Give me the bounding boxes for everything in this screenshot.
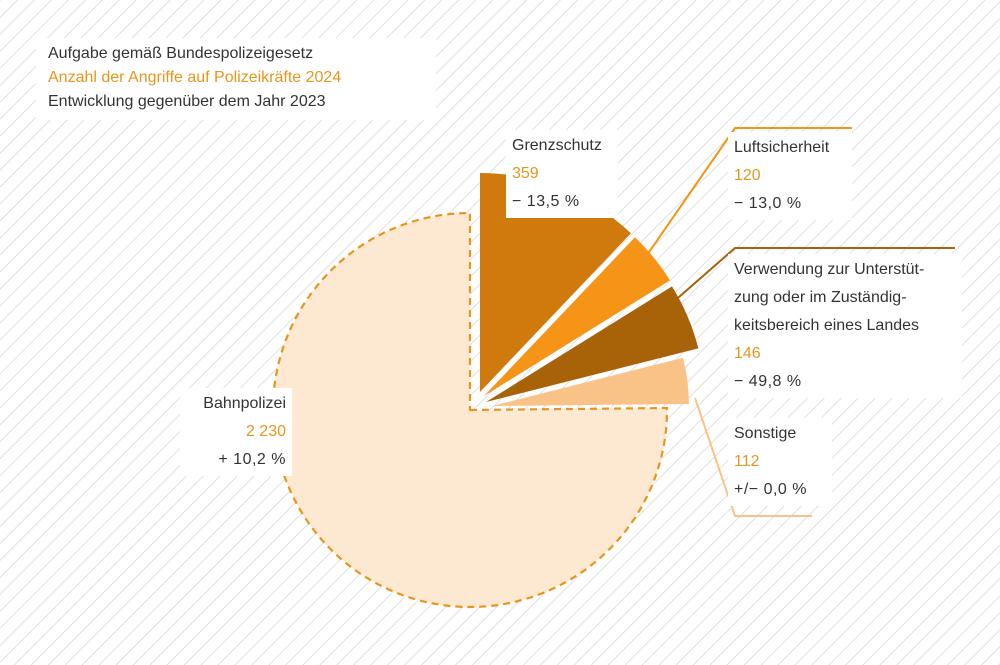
slice-name: Sonstige bbox=[734, 425, 797, 442]
slice-value: 120 bbox=[734, 167, 761, 184]
legend-line-count: Anzahl der Angriffe auf Polizeikräfte 20… bbox=[48, 69, 342, 86]
slice-label-sonstige: Sonstige 112 +/− 0,0 % bbox=[728, 418, 832, 506]
pie-slice-sonstige bbox=[492, 357, 689, 406]
slice-name: Luftsicherheit bbox=[734, 139, 830, 156]
slice-change: − 13,0 % bbox=[734, 195, 802, 212]
slice-label-verwendung: Verwendung zur Unterstüt- zung oder im Z… bbox=[728, 254, 962, 398]
slice-label-bahnpolizei: Bahnpolizei 2 230 + 10,2 % bbox=[180, 388, 292, 476]
slice-value: 146 bbox=[734, 345, 761, 362]
leader-lines bbox=[637, 127, 955, 517]
slice-name: Bahnpolizei bbox=[203, 395, 286, 412]
pie-slice-luftsicherheit bbox=[484, 237, 670, 396]
leader-line-verwendung bbox=[654, 247, 955, 319]
slice-change: − 13,5 % bbox=[512, 193, 580, 210]
slice-value: 2 230 bbox=[245, 423, 286, 440]
slice-value: 359 bbox=[512, 165, 539, 182]
leader-line-luftsicherheit bbox=[637, 127, 852, 269]
pie-slice-grenzschutz bbox=[480, 173, 631, 392]
slice-label-grenzschutz: Grenzschutz 359 − 13,5 % bbox=[506, 130, 618, 218]
pie-slice-bahnpolizei bbox=[271, 211, 669, 609]
legend: Aufgabe gemäß Bundespolizeigesetz Anzahl… bbox=[36, 38, 436, 120]
slice-change: +/− 0,0 % bbox=[734, 481, 807, 498]
slice-change: − 49,8 % bbox=[734, 373, 802, 390]
slices bbox=[271, 173, 699, 609]
leader-line-sonstige bbox=[694, 397, 812, 517]
pie-slice-verwendung bbox=[486, 286, 699, 402]
legend-line-change: Entwicklung gegenüber dem Jahr 2023 bbox=[48, 93, 326, 110]
slice-value: 112 bbox=[734, 453, 760, 470]
legend-line-task: Aufgabe gemäß Bundespolizeigesetz bbox=[48, 45, 314, 62]
slice-name-line-2: zung oder im Zuständig- bbox=[734, 289, 907, 306]
slice-name-line-1: Verwendung zur Unterstüt- bbox=[734, 261, 925, 278]
slice-name-line-3: keitsbereich eines Landes bbox=[734, 317, 920, 334]
slice-label-luftsicherheit: Luftsicherheit 120 − 13,0 % bbox=[728, 132, 852, 220]
slice-change: + 10,2 % bbox=[218, 451, 286, 468]
slice-name: Grenzschutz bbox=[512, 137, 602, 154]
